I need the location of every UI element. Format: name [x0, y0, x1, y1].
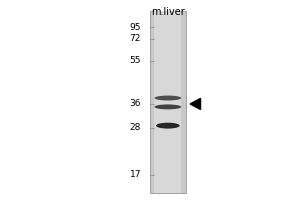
Text: 17: 17	[130, 170, 141, 179]
Ellipse shape	[154, 96, 181, 100]
Text: 95: 95	[130, 23, 141, 32]
Text: 36: 36	[130, 99, 141, 108]
Text: 72: 72	[130, 34, 141, 43]
Text: m.liver: m.liver	[151, 7, 185, 17]
Text: 55: 55	[130, 56, 141, 65]
Ellipse shape	[154, 104, 181, 109]
Bar	[154, 11, 181, 193]
Ellipse shape	[156, 123, 180, 129]
Text: 28: 28	[130, 123, 141, 132]
Polygon shape	[190, 98, 200, 109]
Bar	[150, 11, 186, 193]
